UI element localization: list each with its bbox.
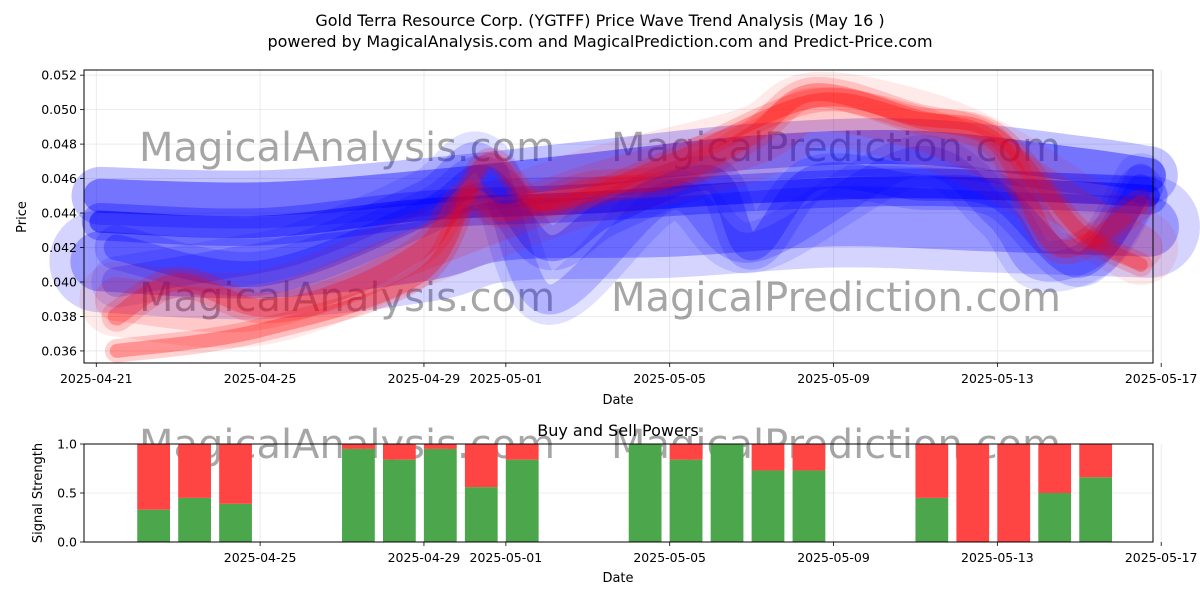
price-y-tick-label: 0.052 — [41, 68, 77, 83]
buy-bar — [423, 448, 457, 542]
wave-band — [89, 176, 1160, 239]
wave-band-halo — [94, 153, 1163, 297]
signal-chart-title: Buy and Sell Powers — [537, 421, 699, 440]
sell-bar — [505, 444, 539, 460]
wave-band — [107, 83, 1150, 326]
price-x-tick-label: 2025-05-05 — [633, 371, 706, 386]
buy-bar — [1079, 477, 1113, 542]
signal-x-tick-label: 2025-05-05 — [633, 550, 706, 565]
wave-band — [94, 87, 1163, 333]
wave-band-halo — [71, 118, 1178, 229]
wave-band-halo — [101, 76, 1156, 332]
price-x-tick-label: 2025-04-25 — [224, 371, 297, 386]
price-y-tick-label: 0.042 — [41, 240, 77, 255]
price-x-axis-label: Date — [602, 393, 633, 408]
chart-subtitle: powered by MagicalAnalysis.com and Magic… — [267, 32, 932, 51]
wave-band-halo — [91, 131, 1167, 325]
signal-y-tick-label: 0.0 — [57, 535, 77, 550]
buy-bar — [792, 470, 826, 542]
signal-y-ticks: 0.0 0.5 1.0 — [57, 437, 84, 550]
signal-x-tick-label: 2025-05-01 — [470, 550, 543, 565]
sell-bar — [219, 444, 252, 504]
signal-x-tick-label: 2025-05-09 — [797, 550, 870, 565]
watermark-text: MagicalPrediction.com — [611, 125, 1061, 171]
price-y-tick-label: 0.048 — [41, 137, 77, 152]
sell-bar — [137, 444, 171, 510]
wave-band — [70, 186, 1179, 299]
buy-bar — [669, 459, 703, 542]
price-x-tick-label: 2025-05-17 — [1125, 371, 1198, 386]
price-y-tick-label: 0.036 — [41, 343, 77, 358]
signal-x-tick-label: 2025-04-29 — [388, 550, 461, 565]
wave-band — [83, 129, 1166, 217]
price-x-ticks: 2025-04-21 2025-04-25 2025-04-29 2025-05-01… — [60, 363, 1198, 386]
buy-bar — [505, 459, 539, 542]
price-y-ticks: 0.036 0.038 0.040 0.042 0.044 0.046 0.048 0.050… — [41, 68, 84, 358]
price-watermarks: MagicalAnalysis.com MagicalPrediction.com… — [139, 125, 1061, 321]
price-x-tick-label: 2025-04-29 — [388, 371, 461, 386]
buy-bar — [710, 444, 744, 542]
price-x-tick-label: 2025-05-01 — [470, 371, 543, 386]
buy-bar — [178, 497, 211, 542]
price-x-tick-label: 2025-05-13 — [961, 371, 1034, 386]
price-x-tick-label: 2025-05-09 — [797, 371, 870, 386]
signal-x-tick-label: 2025-05-17 — [1125, 550, 1198, 565]
buy-bar — [382, 459, 416, 542]
signal-x-tick-label: 2025-05-13 — [961, 550, 1034, 565]
sell-bar — [423, 444, 457, 449]
signal-x-tick-label: 2025-04-25 — [224, 550, 297, 565]
watermark-text: MagicalAnalysis.com — [139, 125, 555, 171]
sell-bar — [956, 444, 990, 542]
sell-bar — [464, 444, 498, 488]
buy-bar — [751, 470, 785, 542]
sell-bar — [382, 444, 416, 460]
sell-bar — [342, 444, 375, 449]
watermark-text: MagicalPrediction.com — [611, 275, 1061, 321]
signal-y-tick-label: 1.0 — [57, 437, 77, 452]
signal-y-tick-label: 0.5 — [57, 486, 77, 501]
sell-bar — [669, 444, 703, 460]
sell-bar — [997, 444, 1031, 542]
wave-band-halo — [79, 71, 1179, 348]
wave-band-halo — [49, 165, 1200, 320]
sell-bar — [1079, 444, 1113, 478]
price-y-tick-label: 0.046 — [41, 171, 77, 186]
buy-bar — [628, 444, 662, 542]
price-wave-bands — [49, 71, 1200, 363]
price-x-tick-label: 2025-04-21 — [60, 371, 133, 386]
signal-x-axis-label: Date — [602, 571, 633, 586]
price-chart: MagicalAnalysis.com MagicalPrediction.com… — [15, 68, 1200, 408]
price-y-tick-label: 0.050 — [41, 102, 77, 117]
wave-band — [101, 142, 1156, 315]
wave-band-halo — [104, 87, 1153, 363]
price-y-tick-label: 0.040 — [41, 274, 77, 289]
buy-bar — [219, 503, 252, 542]
signal-x-ticks: 2025-04-25 2025-04-29 2025-05-01 2025-05-05… — [224, 542, 1198, 565]
sell-bar — [751, 444, 785, 471]
sell-bar — [915, 444, 949, 498]
price-y-axis-label: Price — [15, 201, 30, 233]
sell-bar — [792, 444, 826, 471]
buy-bar — [1038, 493, 1072, 542]
sell-bar — [178, 444, 211, 498]
wave-band — [103, 162, 1154, 288]
price-y-tick-label: 0.038 — [41, 309, 77, 324]
chart-title: Gold Terra Resource Corp. (YGTFF) Price … — [315, 11, 884, 30]
buy-bar — [915, 497, 949, 542]
signal-chart: Buy and Sell Powers MagicalAnalysis.comM… — [31, 421, 1198, 586]
price-y-tick-label: 0.044 — [41, 206, 77, 221]
buy-bar — [137, 509, 171, 542]
signal-y-axis-label: Signal Strength — [31, 443, 46, 543]
buy-bar — [464, 487, 498, 542]
sell-bar — [1038, 444, 1072, 493]
price-plot-frame — [83, 69, 1154, 364]
signal-bars — [137, 444, 1113, 542]
watermark-text: MagicalAnalysis.com — [139, 275, 555, 321]
buy-bar — [342, 448, 375, 542]
wave-band — [109, 92, 1148, 358]
